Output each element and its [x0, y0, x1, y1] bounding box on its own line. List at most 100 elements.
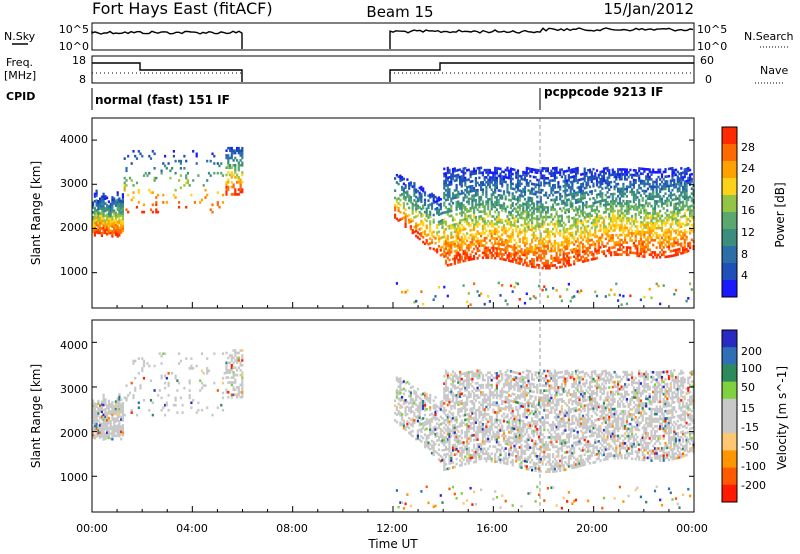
- power-echo-cell: [657, 226, 660, 230]
- velocity-echo-cell: [416, 405, 419, 408]
- velocity-scatter: [92, 349, 695, 510]
- power-echo-cell: [545, 191, 548, 195]
- power-echo-cell: [576, 244, 579, 248]
- power-echo-cell: [420, 232, 423, 235]
- power-echo-cell: [443, 194, 446, 197]
- power-echo-cell: [118, 216, 121, 220]
- power-echo-cell: [236, 146, 239, 150]
- power-echo-cell: [513, 238, 516, 242]
- power-echo-cell: [492, 174, 495, 177]
- power-echo-cell: [597, 239, 600, 242]
- power-echo-cell: [659, 214, 662, 218]
- velocity-echo-cell: [430, 439, 434, 443]
- power-echo-cell: [446, 183, 449, 187]
- power-echo-cell: [574, 257, 578, 260]
- power-echo-cell: [655, 222, 658, 225]
- power-echo-cell: [573, 248, 576, 251]
- power-echo-cell: [536, 205, 539, 208]
- power-echo-cell: [450, 243, 453, 247]
- power-echo-cell: [620, 175, 623, 179]
- power-echo-cell: [459, 255, 462, 259]
- velocity-echo-cell: [432, 404, 435, 407]
- velocity-echo-cell: [234, 354, 237, 357]
- power-echo-cell: [459, 246, 462, 249]
- power-echo-cell: [206, 193, 209, 197]
- power-echo-cell: [502, 202, 506, 205]
- power-echo-cell: [121, 207, 124, 211]
- velocity-echo-cell: [406, 412, 409, 416]
- power-echo-cell: [506, 234, 509, 238]
- power-echo-cell: [611, 224, 614, 227]
- power-echo-cell: [543, 249, 546, 253]
- velocity-echo-cell: [237, 388, 240, 392]
- power-echo-cell: [460, 223, 463, 227]
- power-echo-cell: [525, 200, 528, 204]
- power-echo-cell: [538, 225, 541, 228]
- velocity-echo-cell: [102, 413, 105, 417]
- power-echo-cell: [453, 262, 456, 265]
- velocity-echo-cell: [413, 411, 416, 415]
- velocity-echo-cell: [430, 444, 434, 448]
- power-echo-cell: [625, 234, 628, 237]
- power-echo-cell: [448, 207, 451, 211]
- power-echo-cell: [494, 232, 497, 236]
- velocity-echo-cell: [141, 367, 144, 370]
- power-echo-cell: [632, 193, 635, 196]
- power-echo-cell: [543, 193, 546, 197]
- velocity-echo-cell: [114, 407, 117, 411]
- power-echo-cell: [557, 256, 560, 259]
- velocity-echo-cell: [453, 436, 456, 439]
- power-echo-cell: [434, 207, 437, 211]
- power-echo-cell: [653, 217, 657, 220]
- power-echo-cell: [501, 170, 504, 173]
- power-echo-cell: [567, 242, 570, 245]
- velocity-echo-cell: [450, 417, 453, 421]
- velocity-echo-cell: [430, 451, 434, 455]
- power-echo-cell: [578, 178, 581, 182]
- power-echo-cell: [641, 167, 644, 171]
- power-echo-cell: [555, 212, 558, 216]
- power-echo-cell: [610, 219, 613, 223]
- power-echo-cell: [508, 191, 511, 194]
- power-echo-cell: [678, 194, 681, 197]
- velocity-echo-cell: [460, 431, 463, 435]
- velocity-echo-cell: [234, 359, 237, 362]
- power-echo-cell: [97, 204, 100, 208]
- power-echo-cell: [464, 254, 467, 258]
- power-echo-cell: [581, 211, 585, 215]
- velocity-echo-cell: [459, 393, 462, 396]
- velocity-echo-cell: [460, 429, 463, 432]
- power-echo-cell: [564, 201, 567, 205]
- power-echo-cell: [515, 210, 518, 213]
- power-echo-cell: [418, 228, 421, 231]
- velocity-echo-cell: [444, 463, 448, 466]
- power-echo-cell: [550, 247, 553, 250]
- power-echo-cell: [588, 197, 592, 201]
- power-echo-cell: [460, 240, 463, 244]
- velocity-echo-cell: [459, 390, 462, 394]
- velocity-echo-cell: [164, 374, 167, 378]
- power-echo-cell: [430, 231, 434, 235]
- power-echo-cell: [116, 232, 119, 236]
- power-echo-cell: [464, 181, 467, 185]
- velocity-echo-cell: [130, 408, 133, 412]
- power-echo-cell: [506, 222, 509, 226]
- power-echo-cell: [641, 182, 644, 185]
- power-echo-cell: [502, 190, 506, 193]
- velocity-echo-cell: [232, 371, 235, 374]
- power-echo-cell: [467, 197, 470, 201]
- velocity-echo-cell: [239, 373, 242, 377]
- power-echo-cell: [525, 239, 528, 243]
- power-echo-cell: [513, 195, 516, 198]
- power-echo-cell: [624, 192, 627, 196]
- power-echo-cell: [469, 185, 472, 188]
- velocity-echo-cell: [448, 415, 451, 419]
- power-echo-cell: [430, 195, 434, 198]
- power-echo-cell: [566, 208, 569, 212]
- power-echo-cell: [523, 227, 527, 230]
- power-echo-cell: [650, 226, 653, 230]
- velocity-echo-cell: [457, 376, 460, 379]
- power-echo-cell: [429, 230, 432, 233]
- power-echo-cell: [567, 166, 570, 170]
- power-echo-cell: [464, 208, 467, 211]
